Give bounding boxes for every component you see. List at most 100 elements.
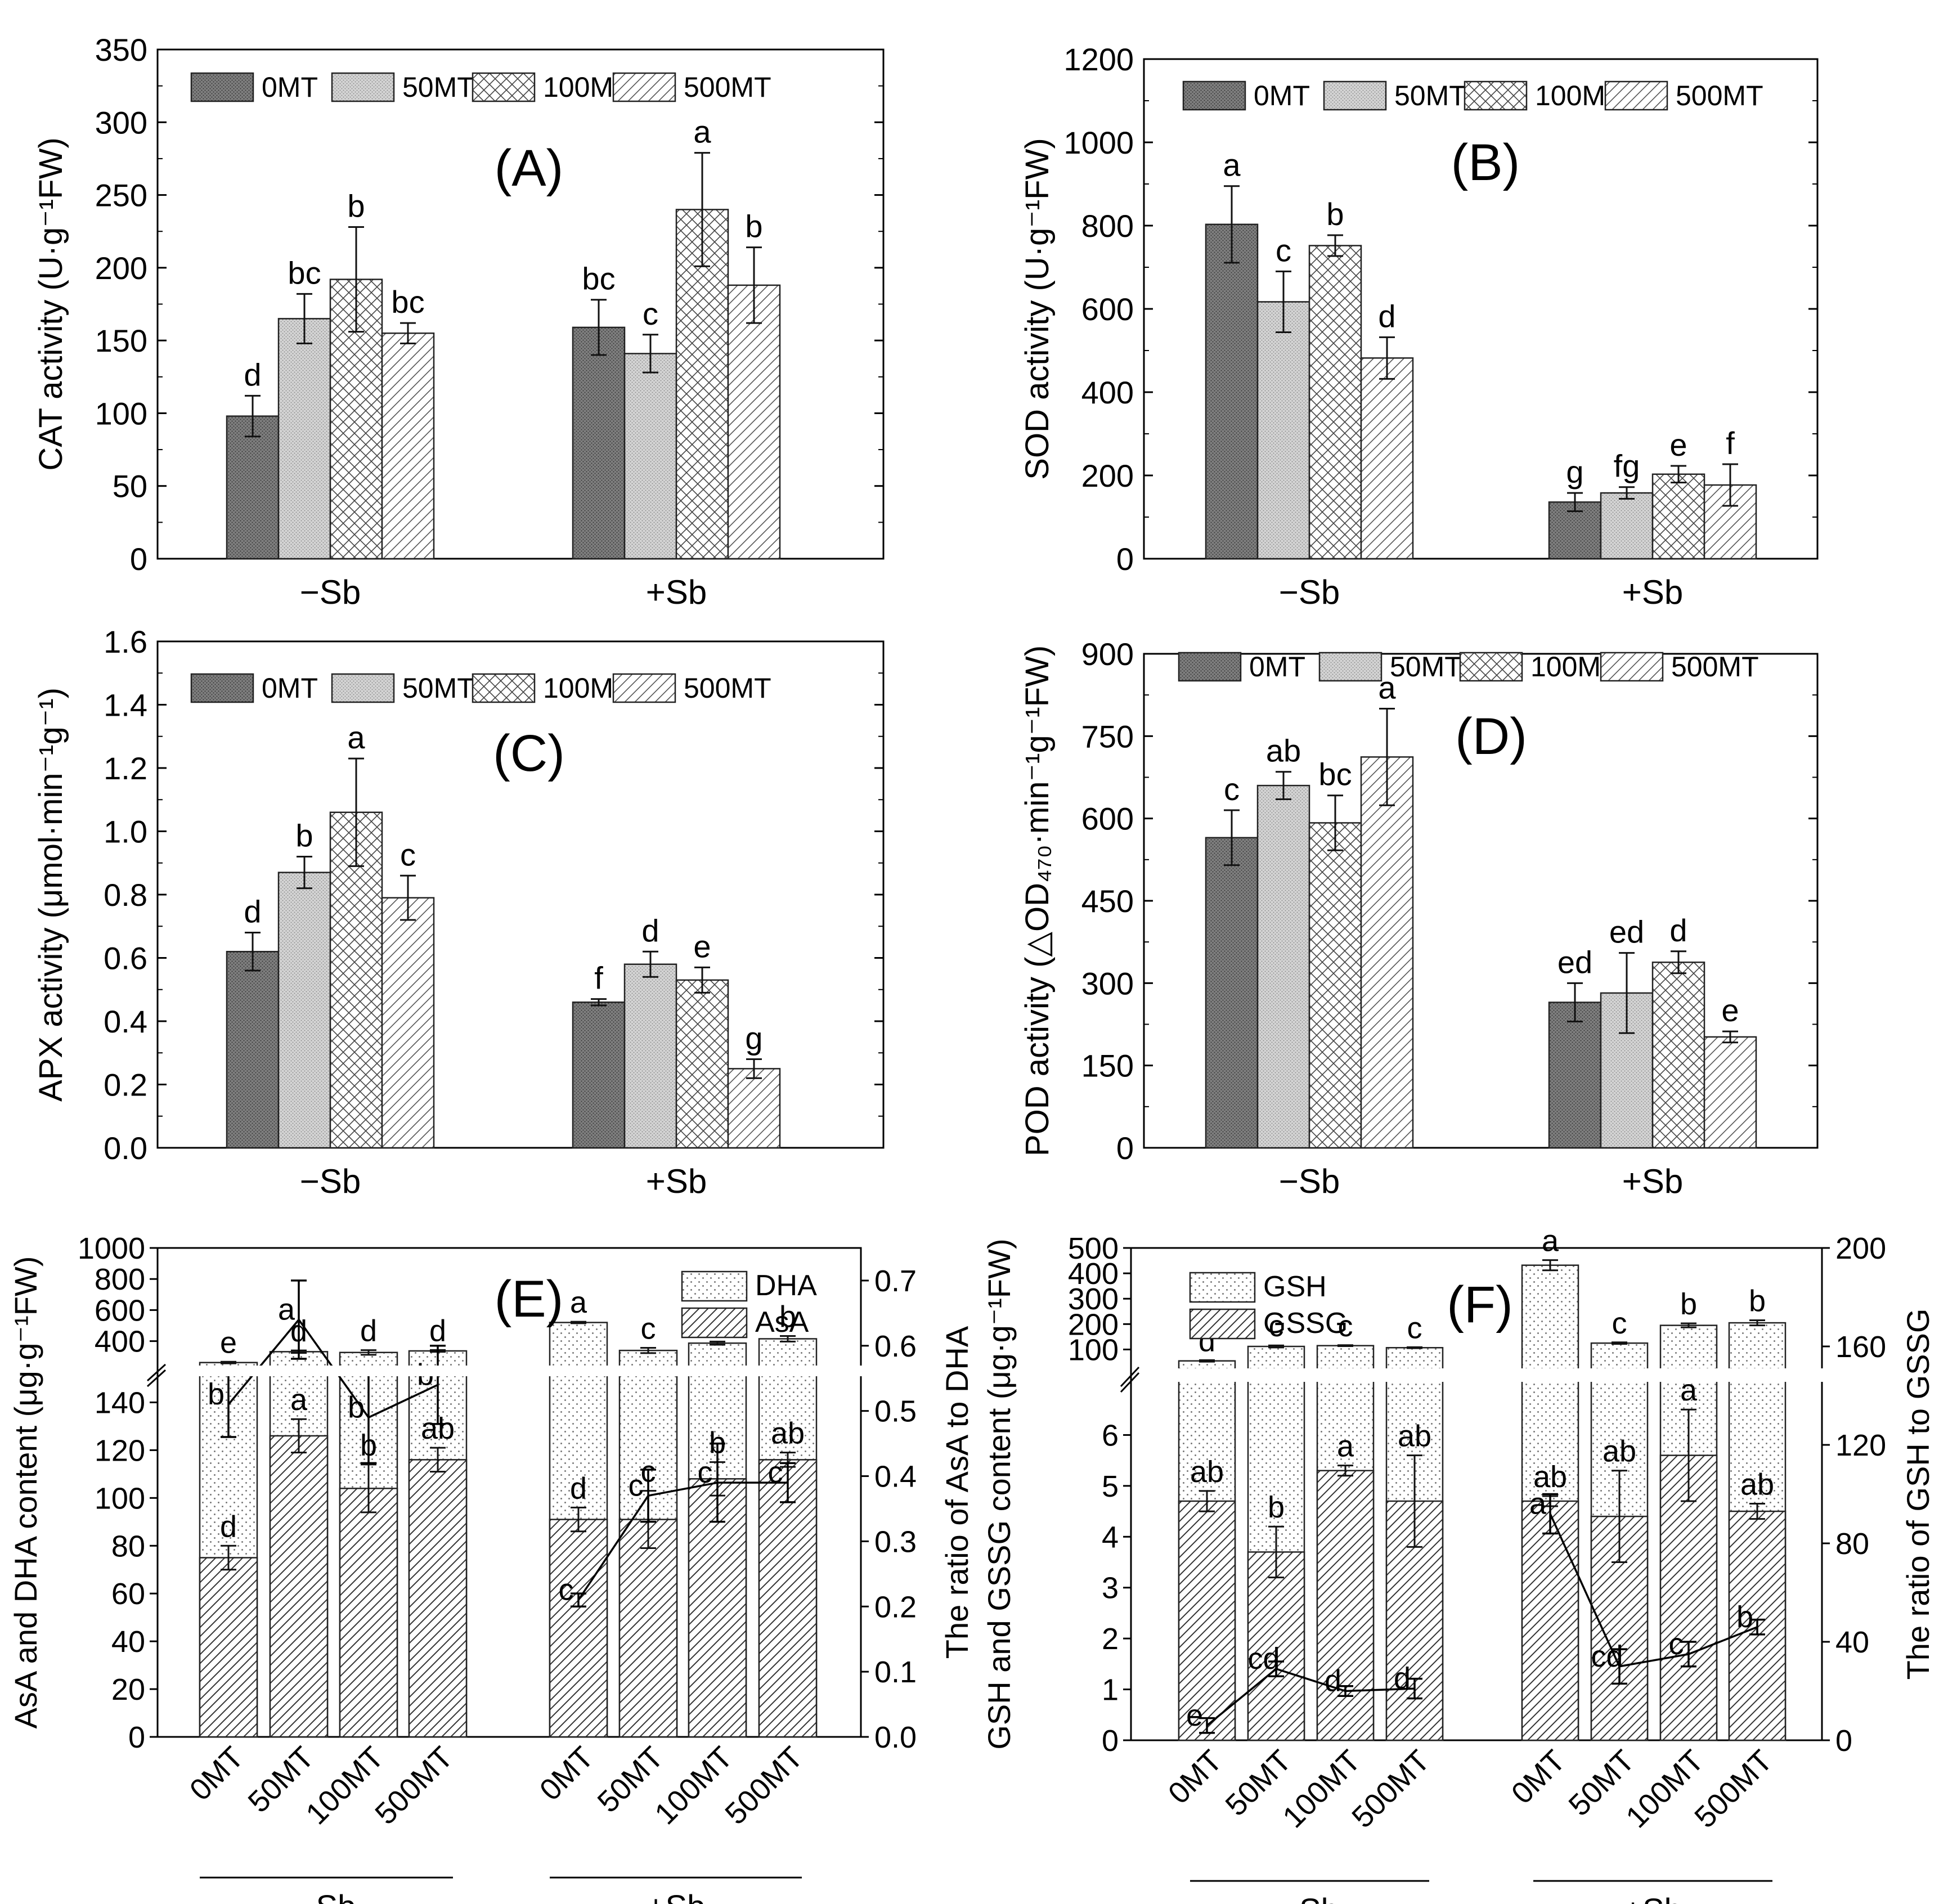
bar-100MT-plus-sb [1651, 473, 1705, 560]
x-tick-label: 100MT [1619, 1744, 1710, 1834]
x-group-label: −Sb [297, 1889, 356, 1904]
x-group-label: +Sb [1623, 1892, 1682, 1904]
axis-break-mark [1120, 1366, 1140, 1387]
significance-letter: bc [391, 284, 424, 320]
significance-letter: bc [582, 261, 615, 297]
total-significance-letter: d [429, 1314, 446, 1348]
legend-label-GSH: GSH [1263, 1270, 1327, 1303]
y-tick-label: 140 [95, 1386, 145, 1420]
significance-letter: a [347, 720, 365, 755]
legend-swatch-100MT [472, 72, 536, 102]
panel-label: (D) [1455, 708, 1527, 765]
significance-letter: ed [1609, 914, 1644, 950]
legend-label-500MT: 500MT [684, 71, 771, 103]
panel-f-gsh-gssg-chart: abd0MTbc50MTac100MTabc500MTaba0MTabc50MT… [981, 1224, 1936, 1904]
significance-letter: bc [1318, 757, 1352, 792]
stack-bottom-bar-0MT [549, 1519, 608, 1738]
y-tick-label: 300 [95, 105, 147, 140]
lower-significance-letter: ab [1190, 1455, 1224, 1489]
x-group-label: +Sb [1622, 1162, 1683, 1200]
legend-label-50MT: 50MT [1390, 651, 1462, 682]
axis-break-gap [1120, 1368, 1823, 1382]
y-axis-title: APX activity (μmol·min⁻¹g⁻¹) [33, 688, 69, 1102]
significance-letter: g [1566, 454, 1583, 490]
y-tick-label: 150 [95, 323, 147, 358]
legend-swatch-500MT [612, 72, 676, 102]
x-tick-label: 100MT [1276, 1744, 1367, 1834]
ratio-significance-letter: c [629, 1469, 644, 1502]
y-tick-label: 1.6 [104, 624, 147, 659]
legend-swatch-500MT [1600, 652, 1664, 682]
y-tick-label: 1000 [1063, 125, 1134, 160]
ratio-significance-letter: d [1325, 1664, 1341, 1698]
total-significance-letter: d [360, 1314, 377, 1348]
panel-label: (B) [1451, 134, 1520, 191]
significance-letter: d [244, 894, 261, 929]
panel-d-pod-chart: 0 150 300 450 600 750 900 POD activity (△OD₄₇₀·… [1019, 636, 1819, 1200]
bar-0MT-minus-sb [1205, 837, 1259, 1149]
y2-tick-label: 200 [1835, 1232, 1886, 1265]
y-tick-label: 400 [1081, 375, 1134, 410]
x-tick-label: 100MT [299, 1740, 390, 1831]
panel-b-sod-chart: 0 200 400 600 800 1000 1200 SOD activity (U·g⁻¹… [1019, 42, 1819, 611]
bar-100MT-minus-sb [1308, 245, 1362, 560]
ratio-significance-letter: c [768, 1456, 783, 1489]
significance-letter: fg [1614, 448, 1640, 484]
y-tick-label: 200 [1081, 458, 1134, 493]
bar-0MT-minus-sb [1205, 223, 1259, 560]
axis-break-mark [146, 1363, 167, 1382]
y2-tick-label: 0 [1835, 1724, 1852, 1758]
y-tick-label: 200 [95, 250, 147, 286]
y-tick-label: 0.4 [104, 1004, 147, 1039]
panel-c-apx-chart: 0.0 0.2 0.4 0.6 0.8 1.0 1.2 1.4 1.6 APX activity … [33, 624, 885, 1200]
total-significance-letter: c [1269, 1309, 1284, 1343]
y-tick-label: 1.4 [104, 688, 147, 723]
lower-significance-letter: d [570, 1471, 587, 1505]
y2-tick-label: 80 [1835, 1527, 1869, 1561]
y-tick-label: 150 [1081, 1048, 1134, 1084]
y2-axis-title: The ratio of AsA to DHA [939, 1326, 975, 1659]
legend-swatch-GSSG [1189, 1308, 1256, 1340]
legend-label-500MT: 500MT [1671, 651, 1759, 682]
legend-swatch-0MT [190, 72, 254, 102]
y-tick-label: 80 [111, 1529, 145, 1563]
bar-0MT-plus-sb [1548, 1002, 1602, 1149]
legend-label-AsA: AsA [755, 1306, 809, 1339]
bar-50MT-plus-sb [623, 963, 677, 1149]
significance-letter: ab [1266, 733, 1301, 769]
y2-tick-label: 40 [1835, 1625, 1869, 1659]
ratio-significance-letter: b [208, 1377, 225, 1411]
legend-swatch-500MT [612, 673, 676, 703]
bar-50MT-minus-sb [277, 318, 331, 560]
bar-500MT-plus-sb [727, 284, 781, 560]
lower-significance-letter: a [1337, 1430, 1354, 1463]
x-tick-label: 500MT [719, 1740, 809, 1831]
bar-500MT-minus-sb [1360, 357, 1414, 560]
y-tick-label: 5 [1102, 1470, 1119, 1503]
significance-letter: c [400, 837, 416, 872]
lower-significance-letter: ab [1398, 1420, 1431, 1453]
x-tick-label: 0MT [1505, 1744, 1572, 1811]
y-tick-label: 6 [1102, 1418, 1119, 1452]
y2-tick-label: 0.7 [874, 1264, 917, 1298]
bar-50MT-minus-sb [277, 872, 331, 1149]
y-tick-label: 20 [111, 1673, 145, 1707]
stack-bottom-bar-0MT [1178, 1500, 1236, 1741]
y-tick-label: 1200 [1063, 42, 1134, 77]
y2-tick-label: 0.2 [874, 1590, 917, 1624]
x-group-label: −Sb [300, 1162, 361, 1200]
y-tick-label: 800 [95, 1263, 145, 1296]
significance-letter: d [244, 357, 261, 392]
y-tick-label: 0 [128, 1721, 145, 1754]
panel-e-asa-dha-chart: de0MTad50MTbd100MTabd500MTda0MTcc50MTbb1… [8, 1232, 975, 1904]
bar-50MT-plus-sb [623, 353, 677, 560]
y2-tick-label: 0.3 [874, 1525, 917, 1559]
total-significance-letter: b [1680, 1287, 1697, 1321]
significance-letter: e [1669, 427, 1687, 462]
ratio-line [1549, 1513, 1758, 1668]
y-tick-label: 300 [1068, 1282, 1119, 1316]
x-group-label: +Sb [1622, 573, 1683, 611]
y2-tick-label: 0.4 [874, 1460, 917, 1494]
stack-bottom-bar-50MT [618, 1519, 678, 1738]
